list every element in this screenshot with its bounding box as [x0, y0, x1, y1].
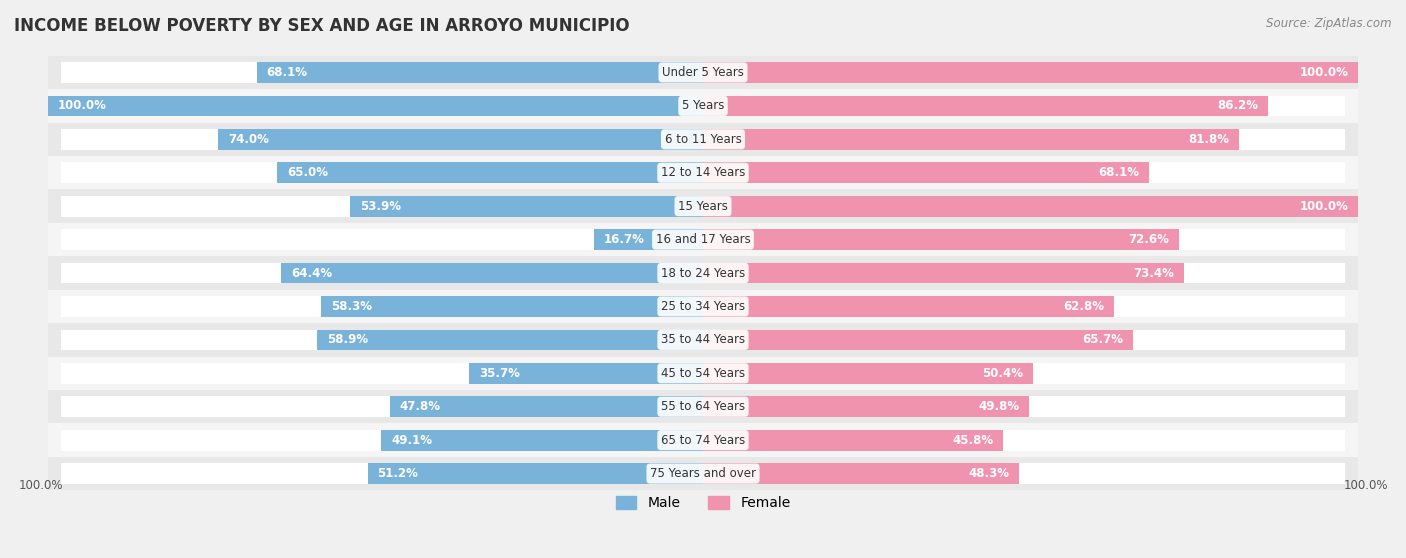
Text: 68.1%: 68.1% — [267, 66, 308, 79]
Text: Source: ZipAtlas.com: Source: ZipAtlas.com — [1267, 17, 1392, 30]
Text: 74.0%: 74.0% — [228, 133, 269, 146]
Bar — [48, 190, 1358, 223]
Bar — [48, 457, 1358, 490]
Bar — [60, 330, 1346, 350]
Text: 48.3%: 48.3% — [969, 467, 1010, 480]
Legend: Male, Female: Male, Female — [610, 490, 796, 516]
Bar — [381, 430, 703, 450]
Text: 75 Years and over: 75 Years and over — [650, 467, 756, 480]
Bar — [703, 296, 1115, 317]
Text: 15 Years: 15 Years — [678, 200, 728, 213]
Bar — [48, 357, 1358, 390]
Bar — [48, 123, 1358, 156]
Text: 64.4%: 64.4% — [291, 267, 332, 280]
Bar — [48, 56, 1358, 89]
Text: 81.8%: 81.8% — [1188, 133, 1229, 146]
Bar — [48, 156, 1358, 190]
Text: 49.8%: 49.8% — [979, 400, 1019, 413]
Bar — [318, 330, 703, 350]
Text: 45.8%: 45.8% — [952, 434, 993, 446]
Bar — [703, 330, 1133, 350]
Text: 65.7%: 65.7% — [1083, 333, 1123, 347]
Bar — [703, 229, 1178, 250]
Bar — [703, 62, 1358, 83]
Text: 53.9%: 53.9% — [360, 200, 401, 213]
Text: Under 5 Years: Under 5 Years — [662, 66, 744, 79]
Bar — [703, 463, 1019, 484]
Text: 16 and 17 Years: 16 and 17 Years — [655, 233, 751, 246]
Bar — [470, 363, 703, 384]
Bar — [277, 162, 703, 183]
Text: 58.3%: 58.3% — [330, 300, 371, 313]
Text: 18 to 24 Years: 18 to 24 Years — [661, 267, 745, 280]
Bar — [48, 390, 1358, 424]
Bar — [60, 196, 1346, 217]
Bar — [703, 95, 1268, 116]
Bar — [218, 129, 703, 150]
Bar — [257, 62, 703, 83]
Bar — [350, 196, 703, 217]
Text: 100.0%: 100.0% — [1343, 479, 1388, 492]
Bar — [48, 424, 1358, 457]
Bar — [48, 223, 1358, 256]
Bar — [321, 296, 703, 317]
Bar — [60, 162, 1346, 183]
Bar — [60, 296, 1346, 317]
Bar — [60, 263, 1346, 283]
Bar — [703, 396, 1029, 417]
Text: 50.4%: 50.4% — [983, 367, 1024, 380]
Text: 35.7%: 35.7% — [479, 367, 520, 380]
Text: 49.1%: 49.1% — [391, 434, 432, 446]
Text: 12 to 14 Years: 12 to 14 Years — [661, 166, 745, 179]
Text: 6 to 11 Years: 6 to 11 Years — [665, 133, 741, 146]
Bar — [60, 62, 1346, 83]
Bar — [703, 196, 1358, 217]
Text: 86.2%: 86.2% — [1218, 99, 1258, 112]
Bar — [389, 396, 703, 417]
Bar — [60, 95, 1346, 116]
Text: 100.0%: 100.0% — [58, 99, 107, 112]
Bar — [48, 323, 1358, 357]
Bar — [60, 396, 1346, 417]
Bar — [593, 229, 703, 250]
Bar — [703, 129, 1239, 150]
Text: 16.7%: 16.7% — [603, 233, 644, 246]
Bar — [281, 263, 703, 283]
Text: 72.6%: 72.6% — [1128, 233, 1168, 246]
Text: 47.8%: 47.8% — [399, 400, 440, 413]
Bar — [60, 129, 1346, 150]
Text: 100.0%: 100.0% — [18, 479, 63, 492]
Bar — [48, 95, 703, 116]
Text: 100.0%: 100.0% — [1299, 66, 1348, 79]
Text: 100.0%: 100.0% — [1299, 200, 1348, 213]
Bar — [60, 430, 1346, 450]
Bar — [48, 89, 1358, 123]
Text: 62.8%: 62.8% — [1064, 300, 1105, 313]
Text: 73.4%: 73.4% — [1133, 267, 1174, 280]
Text: INCOME BELOW POVERTY BY SEX AND AGE IN ARROYO MUNICIPIO: INCOME BELOW POVERTY BY SEX AND AGE IN A… — [14, 17, 630, 35]
Bar — [60, 463, 1346, 484]
Text: 51.2%: 51.2% — [377, 467, 418, 480]
Text: 35 to 44 Years: 35 to 44 Years — [661, 333, 745, 347]
Bar — [703, 363, 1033, 384]
Bar — [703, 430, 1002, 450]
Text: 5 Years: 5 Years — [682, 99, 724, 112]
Bar — [367, 463, 703, 484]
Text: 68.1%: 68.1% — [1098, 166, 1139, 179]
Text: 58.9%: 58.9% — [326, 333, 368, 347]
Bar — [48, 290, 1358, 323]
Bar — [703, 162, 1149, 183]
Text: 65.0%: 65.0% — [287, 166, 328, 179]
Text: 55 to 64 Years: 55 to 64 Years — [661, 400, 745, 413]
Bar — [48, 256, 1358, 290]
Bar — [703, 263, 1184, 283]
Bar — [60, 229, 1346, 250]
Text: 65 to 74 Years: 65 to 74 Years — [661, 434, 745, 446]
Bar — [60, 363, 1346, 384]
Text: 45 to 54 Years: 45 to 54 Years — [661, 367, 745, 380]
Text: 25 to 34 Years: 25 to 34 Years — [661, 300, 745, 313]
